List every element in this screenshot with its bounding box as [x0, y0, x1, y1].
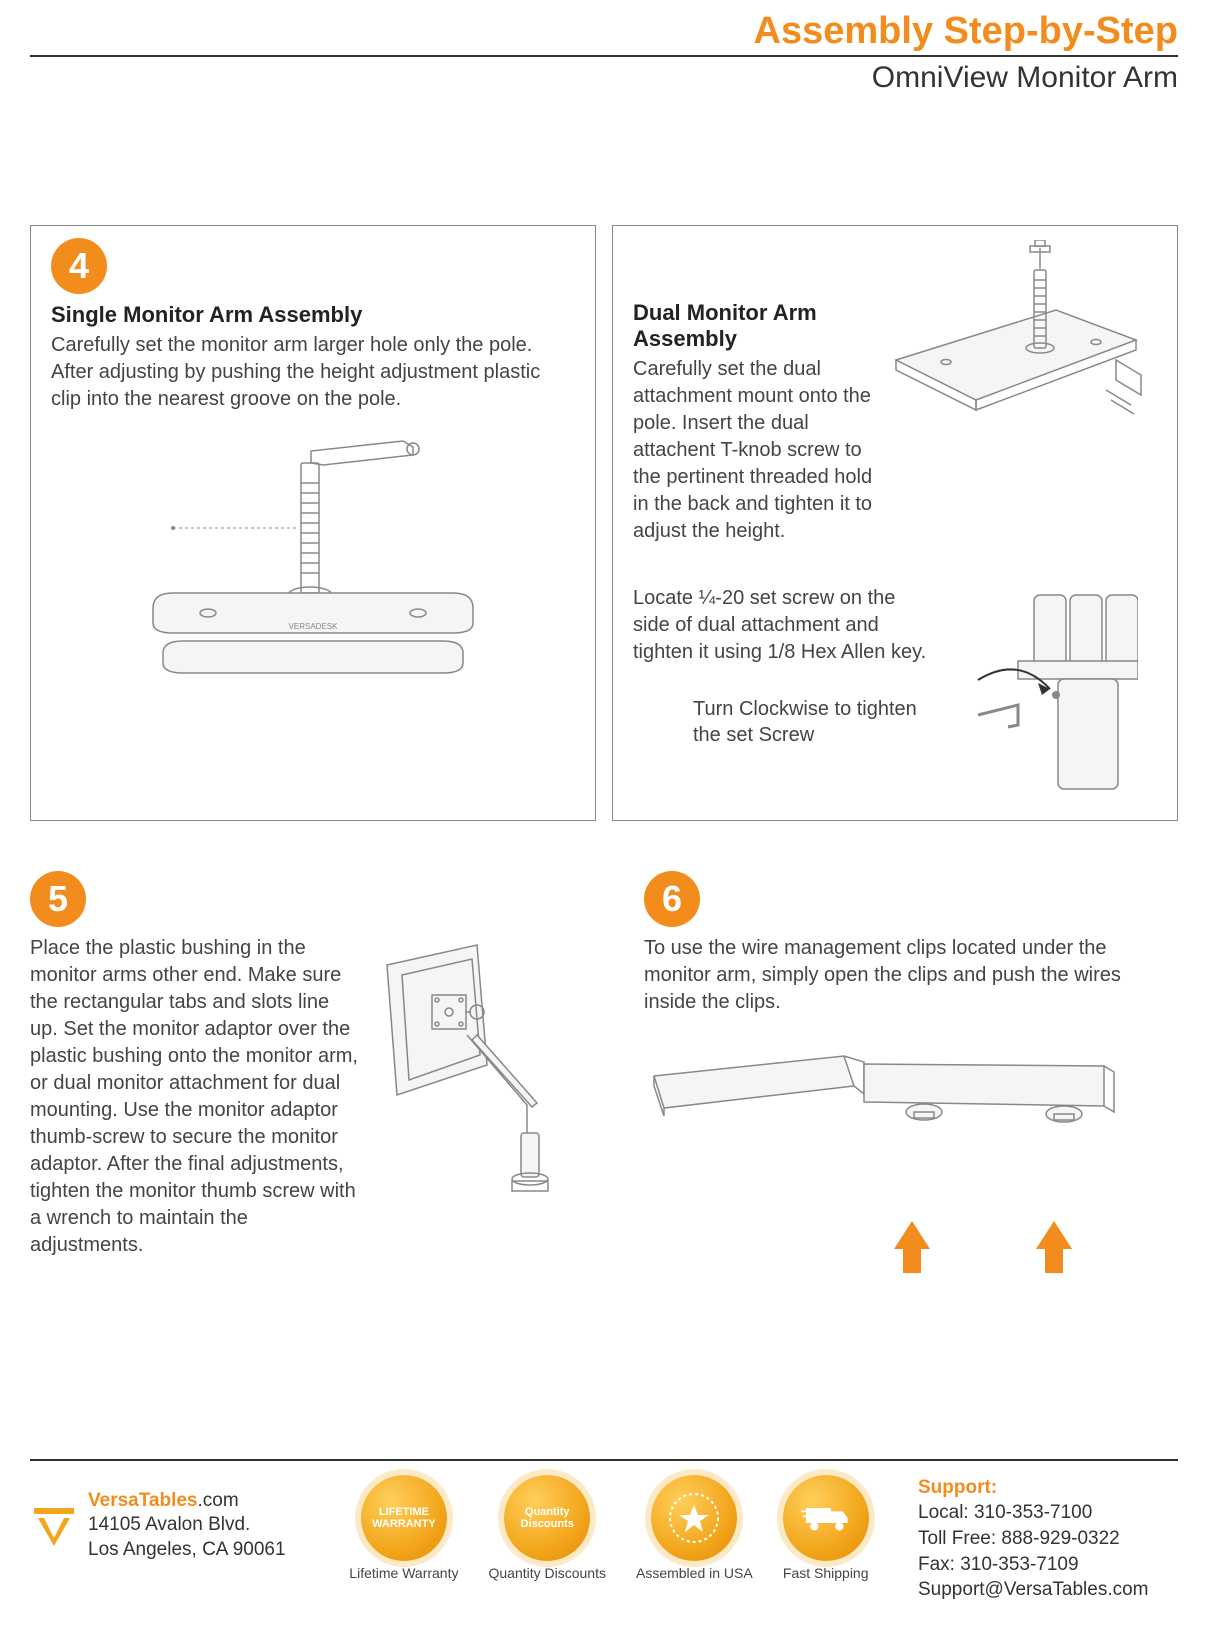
header-subtitle: OmniView Monitor Arm [30, 61, 1178, 95]
company-name: VersaTables.com [88, 1489, 286, 1514]
step-4-row: 4 Single Monitor Arm Assembly Carefully … [30, 225, 1178, 821]
support-fax: Fax: 310-353-7109 [918, 1552, 1178, 1578]
header-title: Assembly Step-by-Step [30, 10, 1178, 53]
step-number-5: 5 [30, 871, 86, 927]
page-header: Assembly Step-by-Step OmniView Monitor A… [30, 0, 1178, 95]
footer-rule [30, 1459, 1178, 1461]
support-tollfree: Toll Free: 888-929-0322 [918, 1526, 1178, 1552]
wire-clip-diagram [644, 1036, 1124, 1216]
footer-company: VersaTables.com 14105 Avalon Blvd. Los A… [30, 1489, 300, 1563]
step-6: 6 To use the wire management clips locat… [644, 871, 1178, 1281]
single-arm-diagram: VERSADESK [113, 433, 513, 693]
support-local: Local: 310-353-7100 [918, 1500, 1178, 1526]
page-footer: VersaTables.com 14105 Avalon Blvd. Los A… [30, 1459, 1178, 1603]
arrow-up-icon [1036, 1221, 1072, 1249]
dual-arm-diagram-top [886, 240, 1146, 440]
step-4-right-mid-text: Locate ¼-20 set screw on the side of dua… [633, 585, 926, 666]
badge-fast-shipping: Fast Shipping [783, 1475, 869, 1581]
address-line-2: Los Angeles, CA 90061 [88, 1538, 286, 1563]
badge-lifetime-warranty: LIFETIME WARRANTY Lifetime Warranty [349, 1475, 458, 1581]
step-number-6: 6 [644, 871, 700, 927]
badge-assembled-usa: Assembled in USA [636, 1475, 753, 1581]
step-6-text: To use the wire management clips located… [644, 935, 1178, 1016]
support-email: Support@VersaTables.com [918, 1577, 1178, 1603]
step-4-right-box: Dual Monitor Arm Assembly Carefully set … [612, 225, 1178, 821]
address-line-1: 14105 Avalon Blvd. [88, 1513, 286, 1538]
step-5-text: Place the plastic bushing in the monitor… [30, 935, 361, 1259]
footer-support: Support: Local: 310-353-7100 Toll Free: … [918, 1475, 1178, 1603]
arrow-up-icon [894, 1221, 930, 1249]
footer-badges: LIFETIME WARRANTY Lifetime Warranty Quan… [316, 1475, 902, 1581]
svg-text:VERSADESK: VERSADESK [289, 622, 339, 631]
steps-5-6-row: 5 Place the plastic bushing in the monit… [30, 871, 1178, 1281]
step-4-right-title: Dual Monitor Arm Assembly [633, 300, 874, 352]
step-4-left-text: Carefully set the monitor arm larger hol… [51, 332, 575, 413]
badge-quantity-discounts: Quantity Discounts Quantity Discounts [488, 1475, 606, 1581]
versatables-logo-icon [30, 1502, 78, 1550]
step-4-left-box: 4 Single Monitor Arm Assembly Carefully … [30, 225, 596, 821]
header-rule [30, 55, 1178, 57]
support-title: Support: [918, 1475, 1178, 1501]
step-4-right-callout: Turn Clockwise to tighten the set Screw [693, 696, 926, 748]
step-number-4: 4 [51, 238, 107, 294]
monitor-adaptor-diagram [377, 935, 567, 1195]
dual-arm-diagram-bottom [938, 585, 1138, 795]
step-4-left-title: Single Monitor Arm Assembly [51, 302, 575, 328]
step-4-right-text: Carefully set the dual attachment mount … [633, 356, 874, 545]
step-5: 5 Place the plastic bushing in the monit… [30, 871, 564, 1281]
